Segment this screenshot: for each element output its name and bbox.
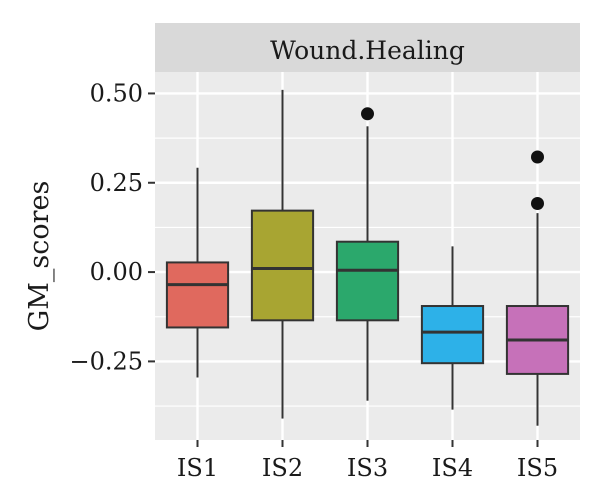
x-tick-label: IS5 [517,454,558,482]
boxes-layer [165,89,570,426]
x-tick-label: IS3 [347,454,388,482]
box-iqr [335,240,400,322]
y-tick-label: 0.50 [90,79,143,107]
box-is5 [505,150,570,426]
box-iqr [250,209,315,322]
facet-strip [155,23,580,72]
y-tick-label: 0.00 [90,258,143,286]
x-tick-label: IS4 [432,454,473,482]
y-tick-label: 0.25 [90,169,143,197]
y-axis-title: GM_scores [24,181,55,332]
box-is1 [165,167,230,378]
outlier-point [531,150,544,164]
y-tick-label: −0.25 [69,347,143,375]
box-is3 [335,107,400,401]
box-is4 [420,246,485,410]
box-iqr [165,261,230,329]
x-axis: IS1 IS2 IS3 IS4 IS5 [177,440,558,482]
facet-title: Wound.Healing [270,36,465,65]
outlier-point [531,196,544,210]
box-iqr [420,305,485,365]
outlier-point [361,107,374,121]
x-tick-label: IS1 [177,454,218,482]
x-tick-label: IS2 [262,454,303,482]
y-axis: 0.50 0.25 0.00 −0.25 [69,79,155,375]
box-is2 [250,89,315,419]
